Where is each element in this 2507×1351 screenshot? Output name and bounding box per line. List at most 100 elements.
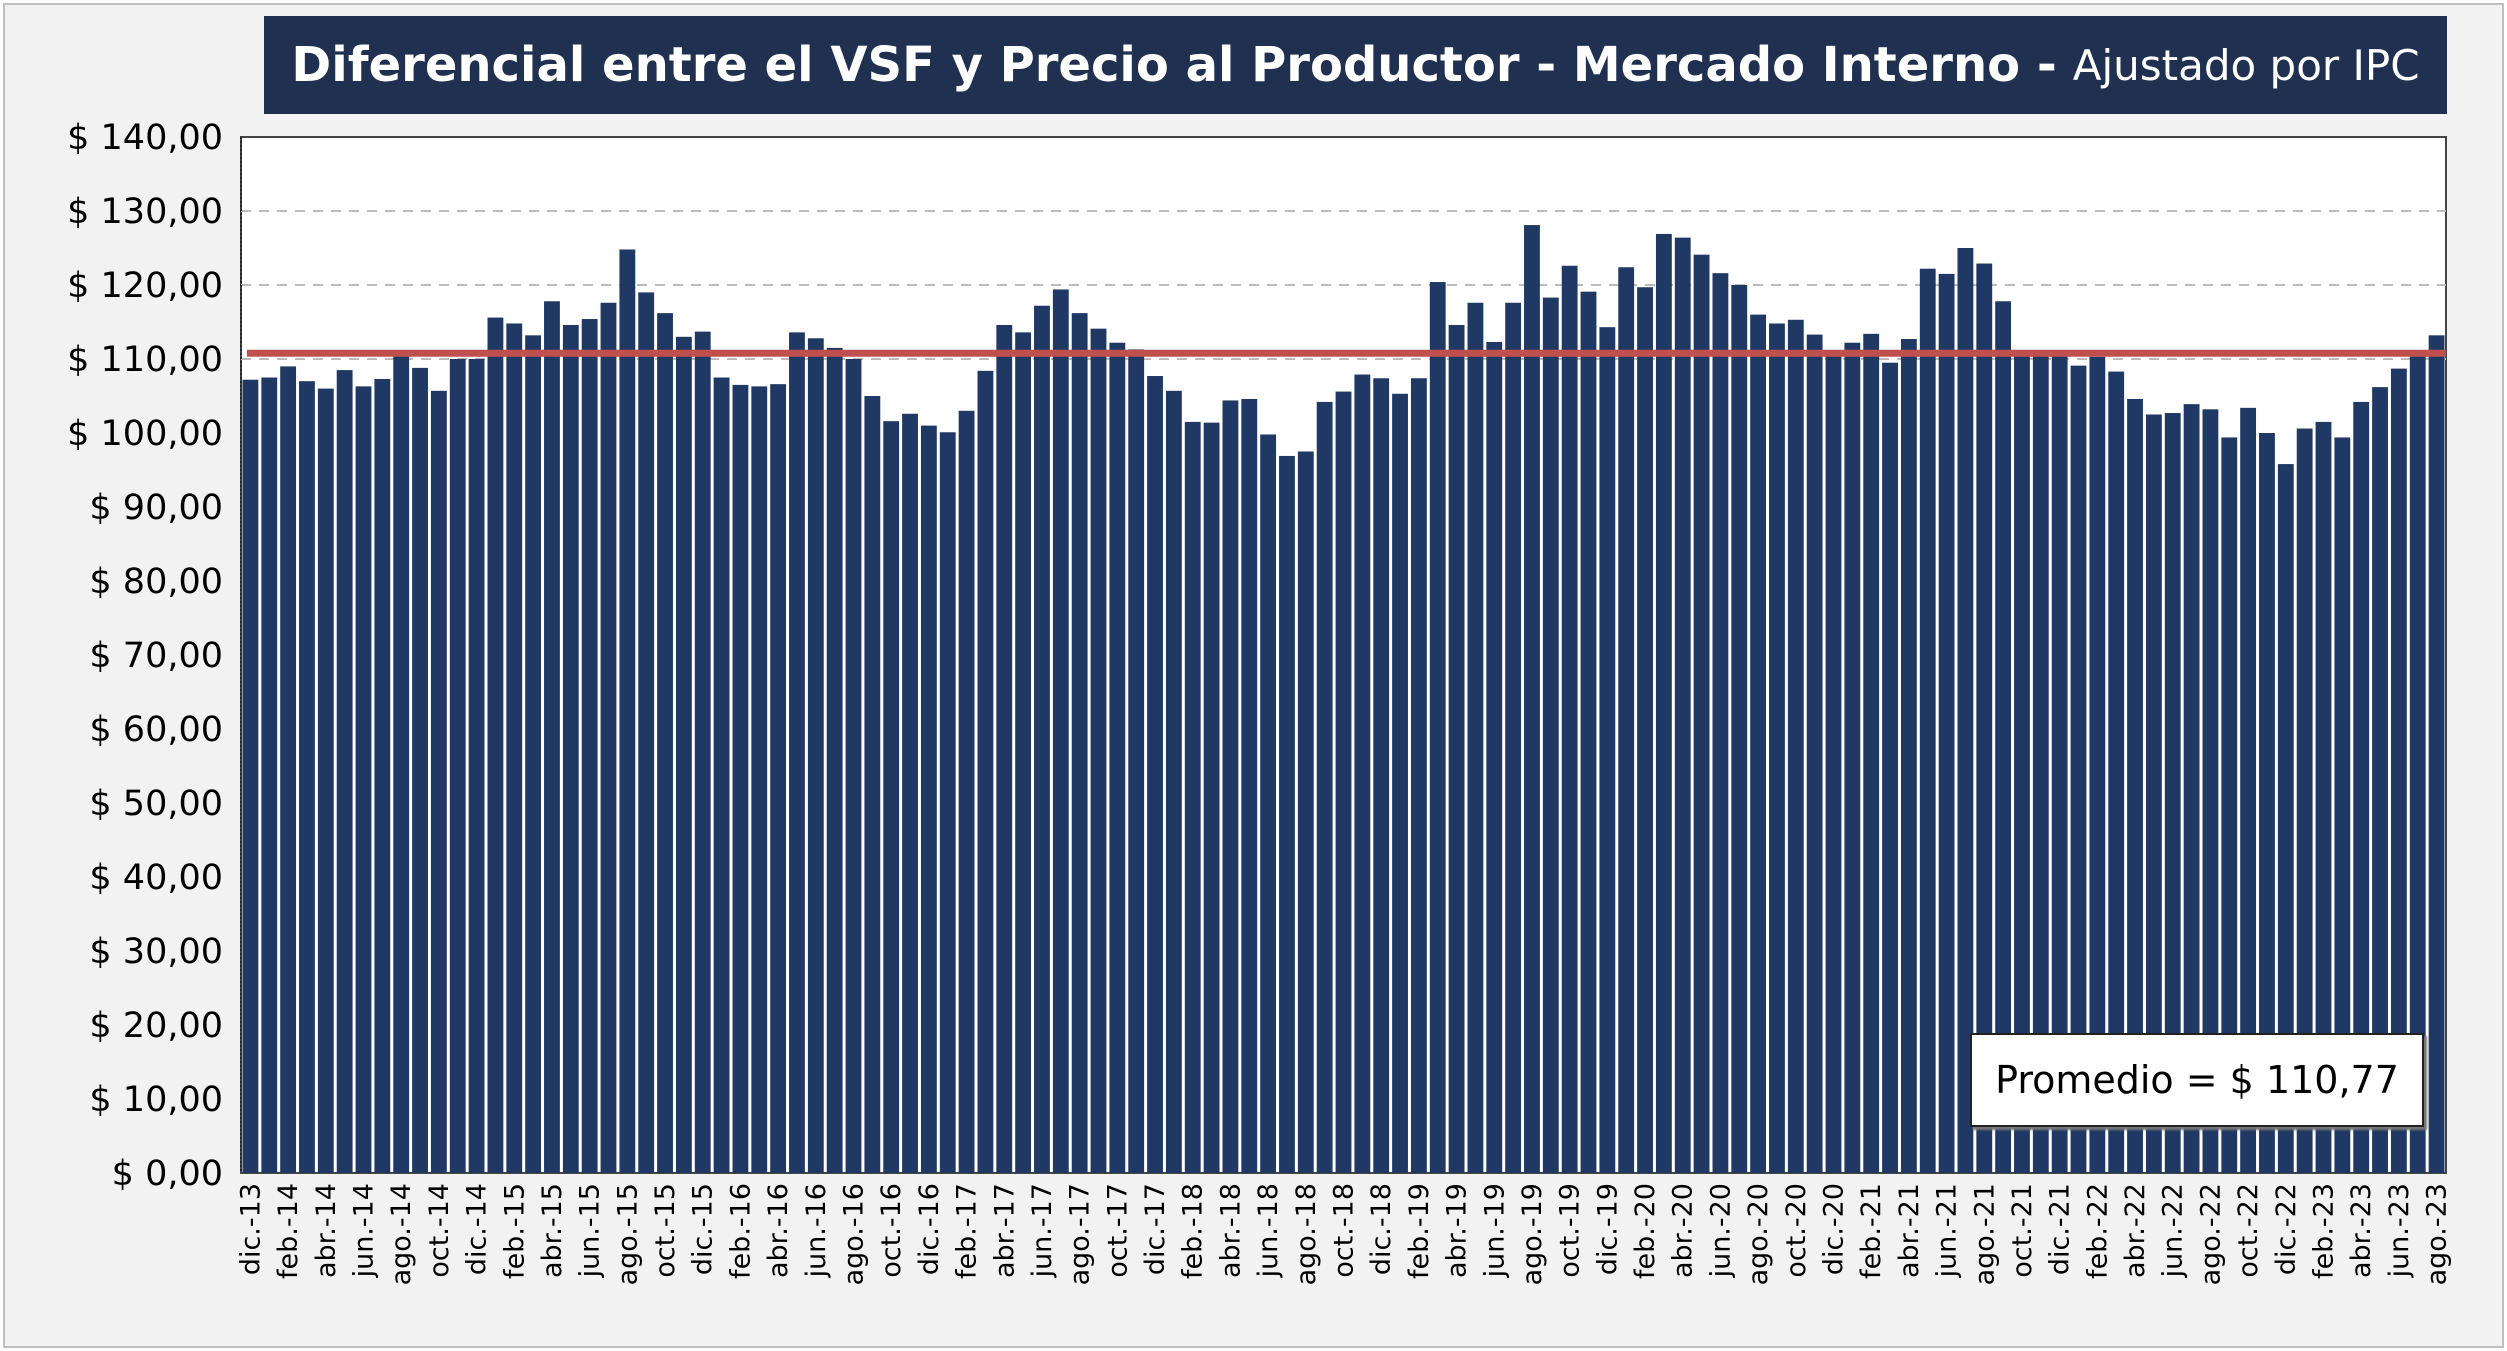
- y-tick-label: $ 30,00: [89, 932, 223, 972]
- bar: [1354, 374, 1371, 1173]
- bar: [977, 370, 994, 1174]
- bar: [2108, 371, 2125, 1174]
- x-tick-label: dic.-22: [2271, 1183, 2302, 1275]
- y-tick-label: $ 120,00: [67, 266, 223, 306]
- x-tick-label: ago.-16: [839, 1183, 870, 1285]
- bar: [299, 381, 315, 1173]
- x-tick-label: abr.-20: [1668, 1183, 1699, 1278]
- x-tick-label: ago.-21: [1969, 1183, 2000, 1285]
- bar: [1486, 341, 1503, 1174]
- bar: [1241, 398, 1258, 1174]
- x-tick-label: dic.-21: [2045, 1183, 2076, 1275]
- x-tick-label: dic.-14: [462, 1183, 493, 1275]
- bar: [280, 366, 297, 1173]
- bar: [789, 332, 805, 1173]
- x-tick-label: abr.-19: [1442, 1183, 1473, 1278]
- y-tick-label: $ 90,00: [89, 488, 223, 528]
- bar: [2202, 409, 2219, 1173]
- x-tick-label: oct.-16: [876, 1183, 907, 1278]
- bar: [506, 323, 523, 1174]
- bar: [996, 324, 1013, 1174]
- bar: [1825, 350, 1842, 1173]
- bar: [2183, 404, 2200, 1173]
- bar: [770, 384, 787, 1173]
- y-tick-label: $ 40,00: [89, 858, 223, 898]
- bar: [2014, 350, 2030, 1173]
- bar: [958, 410, 975, 1173]
- bar: [751, 386, 768, 1173]
- bar: [261, 377, 278, 1173]
- x-tick-label: feb.-18: [1178, 1183, 1209, 1279]
- bar: [1637, 287, 1653, 1174]
- chart-subtitle: Ajustado por IPC: [2072, 40, 2420, 90]
- bar: [619, 249, 636, 1174]
- x-tick-label: dic.-18: [1366, 1183, 1397, 1275]
- y-tick-label: $ 20,00: [89, 1006, 223, 1046]
- bar: [675, 336, 692, 1173]
- average-label: Promedio = $ 110,77: [1995, 1058, 2399, 1102]
- bar: [1260, 434, 1277, 1174]
- bar: [1787, 319, 1804, 1173]
- y-tick-label: $ 0,00: [112, 1154, 223, 1194]
- bar: [1919, 268, 1936, 1174]
- x-tick-label: jun.-19: [1479, 1183, 1510, 1278]
- x-tick-label: abr.-16: [763, 1183, 794, 1278]
- bar: [1392, 393, 1408, 1173]
- x-tick-label: oct.-18: [1329, 1183, 1360, 1278]
- bar: [2372, 387, 2388, 1173]
- bar: [807, 338, 824, 1173]
- bar: [1806, 334, 1823, 1174]
- y-tick-label: $ 60,00: [89, 710, 223, 750]
- bar: [2127, 398, 2143, 1174]
- y-tick-label: $ 80,00: [89, 562, 223, 602]
- x-tick-label: oct.-19: [1555, 1183, 1586, 1278]
- x-tick-label: jun.-17: [1027, 1183, 1058, 1278]
- bar: [1524, 225, 1540, 1173]
- x-tick-label: feb.-14: [273, 1183, 304, 1279]
- x-tick-label: abr.-14: [311, 1183, 342, 1278]
- x-tick-label: abr.-15: [537, 1183, 568, 1278]
- bar: [2032, 355, 2049, 1173]
- bar: [1090, 328, 1107, 1173]
- bar: [845, 359, 862, 1173]
- x-tick-label: abr.-23: [2346, 1183, 2377, 1278]
- x-tick-label: ago.-23: [2422, 1183, 2453, 1285]
- y-tick-label: $ 100,00: [67, 414, 223, 454]
- bar: [1863, 333, 1880, 1174]
- x-tick-label: dic.-13: [235, 1183, 266, 1275]
- x-tick-label: ago.-19: [1517, 1183, 1548, 1285]
- bar: [1109, 342, 1126, 1174]
- bar: [2353, 401, 2370, 1173]
- bar: [336, 370, 353, 1174]
- x-tick-label: dic.-20: [1819, 1183, 1850, 1275]
- bar: [1203, 422, 1220, 1173]
- x-tick-label: ago.-20: [1743, 1183, 1774, 1285]
- x-tick-label: ago.-15: [612, 1183, 643, 1285]
- bar: [1165, 390, 1182, 1173]
- bar: [1693, 254, 1710, 1173]
- x-tick-label: jun.-14: [349, 1183, 380, 1278]
- bar: [638, 292, 655, 1173]
- bar: [1184, 421, 1201, 1173]
- average-label-box: Promedio = $ 110,77: [1970, 1033, 2424, 1127]
- x-tick-label: jun.-21: [1932, 1183, 1963, 1278]
- y-tick-label: $ 10,00: [89, 1080, 223, 1120]
- bar: [355, 386, 372, 1173]
- y-tick-label: $ 130,00: [67, 192, 223, 232]
- bar: [1938, 273, 1955, 1173]
- x-tick-label: abr.-22: [2120, 1183, 2151, 1278]
- x-tick-label: ago.-14: [386, 1183, 417, 1285]
- bar: [487, 317, 504, 1173]
- bar: [1900, 339, 1917, 1173]
- bar: [1976, 263, 1993, 1173]
- x-tick-label: jun.-20: [1705, 1183, 1736, 1278]
- x-tick-label: jun.-16: [801, 1183, 832, 1278]
- x-tick-label: dic.-19: [1592, 1183, 1623, 1275]
- bar: [1335, 391, 1352, 1173]
- bar: [864, 396, 881, 1173]
- bar: [562, 324, 579, 1174]
- bar: [1071, 313, 1088, 1173]
- bar: [1015, 332, 1032, 1173]
- y-tick-label: $ 50,00: [89, 784, 223, 824]
